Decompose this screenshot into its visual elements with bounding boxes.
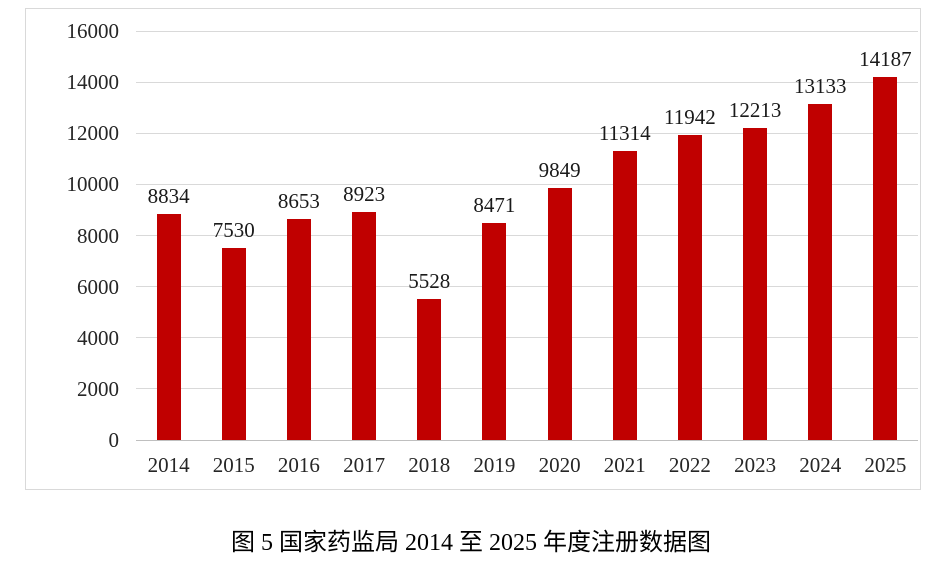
- y-axis-tick-label: 4000: [77, 325, 119, 350]
- gridline: [136, 337, 918, 339]
- x-axis-line: [136, 439, 918, 441]
- bar-value-label-2019: 8471: [473, 193, 516, 218]
- bar-value-label-2014: 8834: [147, 184, 190, 209]
- bar-2014: [156, 214, 181, 440]
- x-axis-tick-label-2023: 2023: [734, 453, 777, 477]
- y-axis-tick-label: 2000: [77, 376, 119, 401]
- x-axis-tick-label-2022: 2022: [668, 453, 711, 477]
- gridline: [136, 388, 918, 390]
- gridline: [136, 81, 918, 83]
- chart-frame: 8834 7530 8653 8923 5528 8471 9849 11314 11942 12…: [25, 8, 921, 490]
- y-axis-tick-label: 0: [108, 428, 120, 452]
- x-axis-tick-label-2021: 2021: [603, 453, 646, 477]
- x-axis-tick-label-2014: 2014: [147, 453, 190, 477]
- y-axis-tick-label: 8000: [77, 223, 119, 248]
- bar-2016: [286, 218, 311, 440]
- bar-value-label-2020: 9849: [538, 158, 581, 183]
- x-axis-tick-label-2018: 2018: [408, 453, 451, 477]
- bar-value-label-2024: 13133: [794, 74, 847, 99]
- y-axis-tick-label: 16000: [66, 19, 120, 43]
- y-axis: 0 2000 4000 6000 8000 10000 12000 14000 16000: [26, 19, 120, 452]
- bar-2019: [482, 223, 507, 440]
- bar-2021: [612, 150, 637, 440]
- plot-area: 8834 7530 8653 8923 5528 8471 9849 11314 11942 12…: [136, 30, 918, 441]
- bar-value-label-2018: 5528: [408, 268, 451, 293]
- bar-value-label-2015: 7530: [212, 217, 255, 242]
- figure-caption: 图 5 国家药监局 2014 至 2025 年度注册数据图: [231, 530, 711, 556]
- x-axis-tick-label-2020: 2020: [538, 453, 581, 477]
- bar-value-label-2022: 11942: [664, 104, 716, 129]
- gridline: [136, 235, 918, 236]
- y-axis-tick-label: 14000: [66, 70, 120, 95]
- x-axis-tick-label-2025: 2025: [864, 453, 907, 477]
- x-axis: 2014 2015 2016 2017 2018 2019 2020 2021 2022 2023…: [136, 452, 918, 482]
- gridline: [136, 132, 918, 134]
- x-axis-tick-label-2016: 2016: [277, 453, 320, 477]
- y-axis-tick-label: 12000: [66, 121, 120, 146]
- bar-2025: [873, 77, 898, 440]
- gridline: [136, 30, 918, 32]
- x-axis-tick-label-2017: 2017: [343, 453, 386, 477]
- bar-value-label-2016: 8653: [277, 188, 320, 213]
- x-axis-tick-label-2015: 2015: [212, 453, 255, 477]
- x-axis-tick-label-2024: 2024: [799, 453, 842, 477]
- bar-value-label-2021: 11314: [598, 120, 651, 145]
- bar-2022: [677, 134, 702, 440]
- gridline: [136, 286, 918, 288]
- gridline: [136, 183, 918, 185]
- bar-2024: [808, 104, 833, 440]
- bar-value-label-2025: 14187: [859, 47, 912, 72]
- bar-2017: [352, 211, 377, 440]
- y-axis-tick-label: 6000: [77, 274, 119, 299]
- bar-value-label-2023: 12213: [728, 97, 782, 122]
- bar-2020: [547, 188, 572, 440]
- bar-2023: [743, 127, 768, 440]
- bar-2015: [221, 247, 246, 440]
- bar-value-label-2017: 8923: [343, 181, 386, 206]
- x-axis-tick-label-2019: 2019: [473, 453, 516, 477]
- bar-2018: [417, 298, 442, 440]
- y-axis-tick-label: 10000: [66, 172, 120, 197]
